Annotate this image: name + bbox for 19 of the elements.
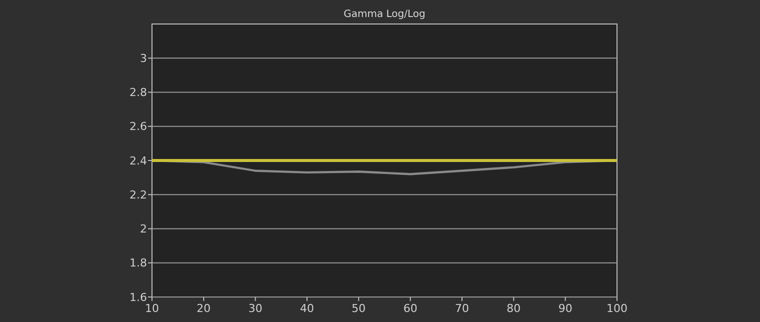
y-tick-label: 1.8	[130, 256, 147, 270]
y-tick-label: 2.8	[130, 86, 147, 100]
x-tick-label: 20	[196, 302, 211, 315]
x-tick-label: 10	[145, 302, 159, 315]
chart-title: Gamma Log/Log	[344, 9, 426, 20]
x-tick-label: 90	[558, 302, 572, 315]
x-tick-label: 100	[606, 302, 628, 315]
x-tick-label: 50	[352, 302, 366, 315]
x-tick-label: 80	[506, 302, 521, 315]
y-tick-label: 1.6	[130, 290, 147, 304]
x-tick-label: 30	[248, 302, 262, 315]
y-tick-label: 3	[140, 52, 147, 65]
y-tick-label: 2.4	[130, 154, 147, 168]
y-tick-label: 2.6	[130, 120, 147, 134]
x-tick-label: 60	[403, 302, 418, 315]
y-tick-label: 2.2	[130, 188, 147, 202]
y-tick-label: 2	[140, 222, 147, 236]
x-tick-label: 70	[455, 302, 469, 315]
x-tick-label: 40	[300, 302, 314, 315]
